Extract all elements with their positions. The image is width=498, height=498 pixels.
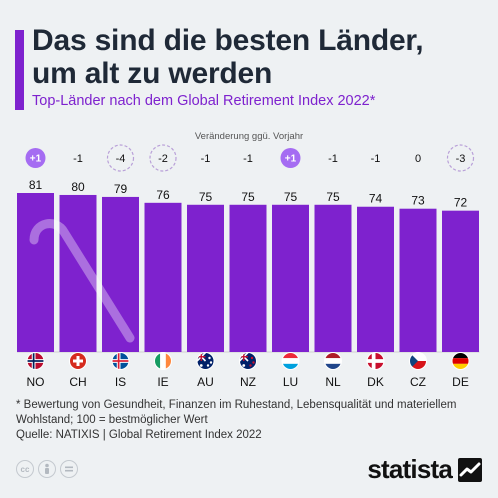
- bar-group-no: 81 +1 NO: [17, 148, 54, 389]
- bar: [399, 208, 437, 352]
- no-derivatives-icon: [60, 460, 78, 478]
- change-label: +1: [30, 154, 42, 165]
- category-label: LU: [283, 375, 298, 389]
- ireland-flag: [154, 352, 172, 370]
- category-label: CH: [69, 375, 86, 389]
- brand-logo[interactable]: statista: [367, 454, 482, 485]
- attribution-icon: [38, 460, 56, 478]
- change-label: -1: [328, 153, 338, 165]
- title-line-1: Das sind die besten Länder,: [32, 24, 424, 57]
- category-label: IE: [157, 375, 168, 389]
- change-ring: [149, 144, 177, 172]
- change-badge: [280, 148, 301, 168]
- bar: [357, 206, 394, 352]
- bar-group-lu: 75 +1 LU: [272, 148, 309, 389]
- flag-ring: [111, 352, 130, 370]
- cane-illustration: [29, 219, 135, 343]
- category-label: NZ: [240, 375, 256, 389]
- bar: [229, 204, 267, 352]
- category-label: AU: [197, 375, 214, 389]
- change-label: -2: [158, 153, 168, 165]
- bar-group-dk: 74 -1 DK: [357, 153, 394, 389]
- value-label: 80: [71, 180, 85, 194]
- chart-title: Das sind die besten Länder, um alt zu we…: [32, 24, 482, 90]
- australia-flag: [197, 352, 214, 370]
- bar-group-ch: 80 -1 CH: [59, 153, 97, 389]
- bar-group-nl: 75 -1 NL: [314, 153, 352, 389]
- bar-group-is: 79 -4 IS: [102, 144, 139, 389]
- bar-group-ie: 76 -2 IE: [144, 144, 182, 389]
- bar-group-cz: 73 0 CZ: [399, 153, 437, 389]
- change-ring: [106, 144, 135, 172]
- bar-group-au: 75 -1 AU: [187, 153, 224, 389]
- value-label: 75: [284, 190, 298, 204]
- change-caption: Veränderung ggü. Vorjahr: [194, 131, 304, 142]
- bar: [17, 193, 54, 352]
- footnote: * Bewertung von Gesundheit, Finanzen im …: [16, 399, 457, 426]
- value-label: 75: [326, 190, 340, 204]
- change-label: 0: [415, 153, 421, 165]
- bar: [442, 210, 479, 352]
- statista-logo-icon: [458, 457, 482, 482]
- luxembourg-flag: [282, 352, 299, 370]
- change-label: -1: [73, 153, 83, 165]
- germany-flag: [452, 352, 469, 370]
- value-label: 74: [369, 192, 383, 206]
- brand-name: statista: [367, 454, 452, 484]
- change-badge: [25, 148, 46, 168]
- switzerland-flag: [69, 352, 87, 370]
- bar: [102, 196, 139, 352]
- denmark-flag: [367, 352, 384, 370]
- change-ring: [446, 144, 475, 172]
- category-label: DE: [452, 375, 469, 389]
- bar: [314, 204, 352, 352]
- norway-flag: [27, 352, 44, 370]
- flag-ring: [409, 352, 427, 370]
- bar-group-de: 72 -3 DE: [442, 144, 479, 389]
- title-accent-bar: [15, 30, 24, 110]
- value-label: 75: [199, 190, 213, 204]
- bar-group-nz: 75 -1 NZ: [229, 153, 267, 389]
- change-label: +1: [285, 154, 297, 165]
- license-icons: cc: [16, 460, 78, 478]
- flag-ring: [281, 352, 300, 370]
- category-label: CZ: [410, 375, 426, 389]
- cc-icon: cc: [16, 460, 34, 478]
- change-label: -1: [201, 153, 211, 165]
- value-label: 79: [114, 182, 128, 196]
- flag-ring: [451, 352, 470, 370]
- source-line: Quelle: NATIXIS | Global Retirement Inde…: [16, 429, 262, 441]
- category-label: IS: [115, 375, 126, 389]
- chart-subtitle: Top-Länder nach dem Global Retirement In…: [32, 93, 376, 109]
- flag-ring: [239, 352, 257, 370]
- value-label: 76: [156, 188, 170, 202]
- change-label: -3: [456, 153, 466, 165]
- flag-ring: [154, 352, 172, 370]
- bar: [272, 204, 309, 352]
- category-label: NL: [325, 375, 341, 389]
- change-label: -1: [243, 153, 253, 165]
- iceland-flag: [112, 352, 129, 370]
- netherlands-flag: [324, 352, 342, 370]
- flag-ring: [324, 352, 342, 370]
- bar: [187, 204, 224, 352]
- value-label: 72: [454, 196, 468, 210]
- value-label: 75: [241, 190, 255, 204]
- title-line-2: um alt zu werden: [32, 57, 273, 90]
- change-label: -1: [371, 153, 381, 165]
- czech-flag: [409, 352, 427, 370]
- new-zealand-flag: [239, 352, 257, 370]
- flag-ring: [26, 352, 45, 370]
- value-label: 73: [411, 194, 425, 208]
- category-label: NO: [27, 375, 45, 389]
- change-label: -4: [116, 153, 126, 165]
- bar: [144, 202, 182, 352]
- value-label: 81: [29, 178, 43, 192]
- bar: [59, 194, 97, 352]
- category-label: DK: [367, 375, 384, 389]
- flag-ring: [196, 352, 215, 370]
- flag-ring: [69, 352, 87, 370]
- flag-ring: [366, 352, 385, 370]
